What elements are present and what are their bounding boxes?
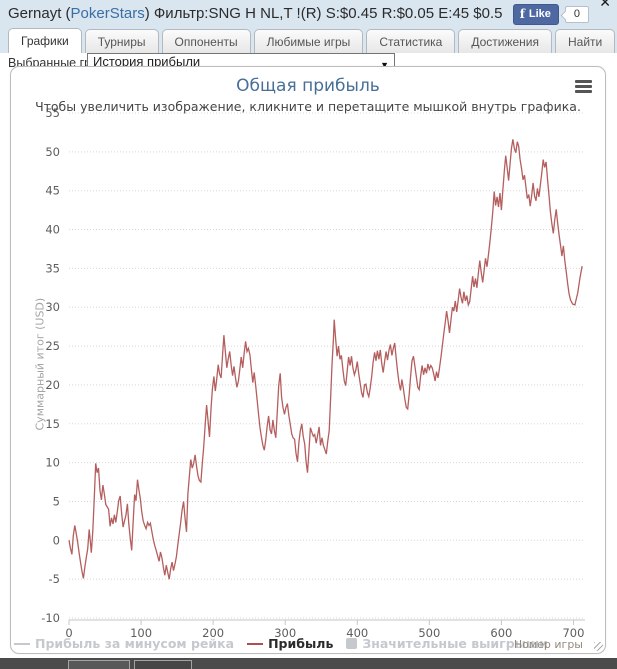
svg-text:200: 200 [202,626,224,640]
legend-label: Значительные выигрыши [362,636,548,651]
svg-text:700: 700 [562,626,584,640]
tab-achievements[interactable]: Достижения [458,29,553,53]
svg-text:10: 10 [45,456,60,470]
chart-legend: Прибыль за минусом рейка Прибыль Значите… [11,636,551,651]
legend-item-profit[interactable]: Прибыль [247,636,333,651]
chart-select-value: История прибыли [93,54,201,69]
legend-line-swatch [14,642,30,645]
svg-text:100: 100 [130,626,152,640]
svg-text:15: 15 [45,417,60,431]
facebook-icon: f [519,6,525,21]
header-bar: Gernayt (PokerStars) Фильтр:SNG H NL,T !… [0,0,617,28]
filter-text: Фильтр:SNG H NL,T !(R) S:$0.45 R:$0.05 E… [153,5,503,22]
player-filter-title: Gernayt (PokerStars) Фильтр:SNG H NL,T !… [8,0,503,28]
close-icon[interactable]: ✕ [599,0,611,10]
tab-tournaments[interactable]: Турниры [84,29,159,53]
tab-bar: Графики Турниры Оппоненты Любимые игры С… [0,28,617,53]
svg-text:500: 500 [418,626,440,640]
svg-text:20: 20 [45,378,60,392]
svg-text:400: 400 [346,626,368,640]
legend-item-significant-wins[interactable]: Значительные выигрыши [346,636,548,651]
svg-text:55: 55 [45,106,60,120]
chart-title: Общая прибыль [236,76,380,96]
facebook-like-button[interactable]: f Like [512,3,559,25]
svg-text:300: 300 [274,626,296,640]
tab-graphs[interactable]: Графики [8,28,82,53]
tab-find[interactable]: Найти [555,29,616,53]
svg-text:40: 40 [45,223,60,237]
menu-bar [575,85,592,88]
chart-select-row: Выбранные графики: История прибыли ▼ [0,53,617,70]
like-label: Like [528,7,551,20]
legend-box-swatch [346,638,358,649]
bottom-toolbar [0,658,617,669]
svg-text:0: 0 [65,626,72,640]
profit-chart-panel: 55 50 45 40 35 30 25 20 15 10 5 0 -5 -10 0 100 200 300 400… [10,66,606,654]
chevron-down-icon: ▼ [380,60,389,70]
legend-item-profit-minus-rake[interactable]: Прибыль за минусом рейка [14,636,234,651]
y-axis-title: Суммарный итог (USD) [33,297,47,431]
menu-bar [575,90,592,93]
bottom-bar-button-1[interactable] [68,660,130,669]
facebook-like-widget: f Like 0 [512,3,589,25]
svg-text:-5: -5 [49,572,60,586]
svg-text:0: 0 [53,533,60,547]
svg-text:25: 25 [45,339,60,353]
pokerstars-link[interactable]: PokerStars [70,5,145,22]
tab-favorite-games[interactable]: Любимые игры [253,29,364,53]
svg-text:5: 5 [53,494,60,508]
player-name-suffix: ) [144,5,154,22]
tab-opponents[interactable]: Оппоненты [161,29,251,53]
svg-text:35: 35 [45,261,60,275]
legend-label: Прибыль за минусом рейка [35,636,235,651]
svg-text:45: 45 [45,184,60,198]
chart-subtitle: Чтобы увеличить изображение, кликните и … [35,99,581,114]
svg-text:600: 600 [490,626,512,640]
chart-export-menu-icon[interactable] [575,80,592,93]
resize-grip[interactable] [594,642,603,651]
svg-text:50: 50 [45,145,60,159]
x-axis-title: Номер игры [513,638,583,651]
like-count-badge: 0 [564,5,589,23]
legend-line-swatch [247,642,264,645]
tab-statistics[interactable]: Статистика [366,29,456,53]
legend-label: Прибыль [268,636,334,651]
player-name: Gernayt ( [8,5,71,22]
bottom-bar-button-2[interactable] [134,660,192,669]
svg-text:30: 30 [45,300,60,314]
svg-text:-10: -10 [41,611,60,625]
menu-bar [575,80,592,83]
